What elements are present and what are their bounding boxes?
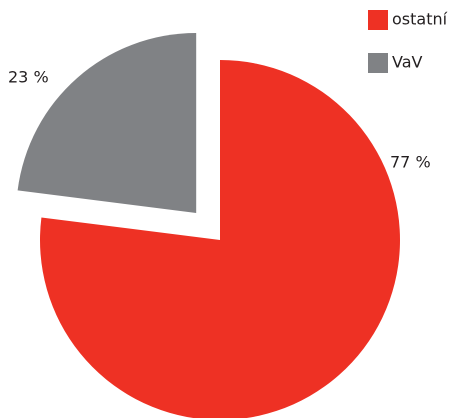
legend-swatch: [368, 53, 388, 73]
pie-slice: [40, 60, 400, 418]
legend-label: ostatní: [392, 10, 448, 29]
legend-label: VaV: [392, 53, 423, 72]
slice-label: 77 %: [390, 153, 431, 172]
legend-swatch: [368, 10, 388, 30]
slice-label: 23 %: [8, 68, 49, 87]
pie-slice: [17, 32, 197, 213]
